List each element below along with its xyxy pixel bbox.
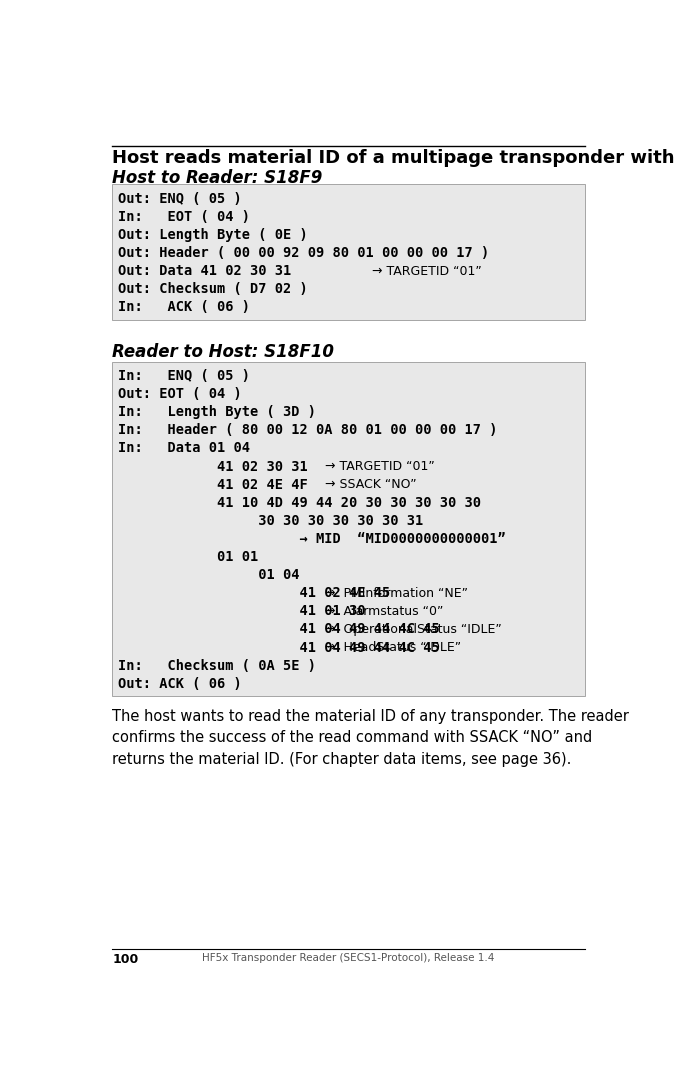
Text: In:   Header ( 80 00 12 0A 80 01 00 00 00 17 ): In: Header ( 80 00 12 0A 80 01 00 00 00 … xyxy=(118,423,498,437)
Text: Out: Length Byte ( 0E ): Out: Length Byte ( 0E ) xyxy=(118,228,308,242)
Text: → MID  “MID0000000000001”: → MID “MID0000000000001” xyxy=(118,532,506,546)
Text: 41 02 30 31: 41 02 30 31 xyxy=(118,459,308,473)
Text: → TARGETID “01”: → TARGETID “01” xyxy=(372,264,481,277)
Text: The host wants to read the material ID of any transponder. The reader
confirms t: The host wants to read the material ID o… xyxy=(112,709,629,767)
Text: 41 02 4E 45: 41 02 4E 45 xyxy=(118,586,390,600)
FancyBboxPatch shape xyxy=(112,361,585,696)
Text: In:   EOT ( 04 ): In: EOT ( 04 ) xyxy=(118,209,250,224)
Text: In:   ACK ( 06 ): In: ACK ( 06 ) xyxy=(118,300,250,314)
Text: 41 01 30: 41 01 30 xyxy=(118,604,366,619)
FancyBboxPatch shape xyxy=(112,184,585,320)
Text: 01 04: 01 04 xyxy=(118,568,300,583)
Text: 41 04 49 44 4C 45: 41 04 49 44 4C 45 xyxy=(118,640,440,655)
Text: In:   Length Byte ( 3D ): In: Length Byte ( 3D ) xyxy=(118,405,316,419)
Text: In:   Data 01 04: In: Data 01 04 xyxy=(118,442,250,455)
Text: 01 01: 01 01 xyxy=(118,550,258,564)
Text: → SSACK “NO”: → SSACK “NO” xyxy=(325,478,417,491)
Text: 41 04 49 44 4C 45: 41 04 49 44 4C 45 xyxy=(118,623,440,636)
Text: →  PMInformation “NE”: → PMInformation “NE” xyxy=(325,587,469,600)
Text: →  OperationalStatus “IDLE”: → OperationalStatus “IDLE” xyxy=(325,623,502,636)
Text: 30 30 30 30 30 30 31: 30 30 30 30 30 30 31 xyxy=(118,514,424,528)
Text: HF5x Transponder Reader (SECS1-Protocol), Release 1.4: HF5x Transponder Reader (SECS1-Protocol)… xyxy=(203,952,494,962)
Text: Out: ACK ( 06 ): Out: ACK ( 06 ) xyxy=(118,676,242,691)
Text: In:   Checksum ( 0A 5E ): In: Checksum ( 0A 5E ) xyxy=(118,659,316,673)
Text: Out: ENQ ( 05 ): Out: ENQ ( 05 ) xyxy=(118,192,242,205)
Text: Out: Data 41 02 30 31: Out: Data 41 02 30 31 xyxy=(118,264,292,278)
Text: Out: Checksum ( D7 02 ): Out: Checksum ( D7 02 ) xyxy=(118,283,308,296)
Text: 41 02 4E 4F: 41 02 4E 4F xyxy=(118,478,308,492)
Text: →  Alarmstatus “0”: → Alarmstatus “0” xyxy=(325,604,443,618)
Text: Host reads material ID of a multipage transponder with S18F9: Host reads material ID of a multipage tr… xyxy=(112,148,680,167)
Text: In:   ENQ ( 05 ): In: ENQ ( 05 ) xyxy=(118,369,250,383)
Text: 100: 100 xyxy=(112,952,138,966)
Text: → TARGETID “01”: → TARGETID “01” xyxy=(325,460,435,473)
Text: Out: EOT ( 04 ): Out: EOT ( 04 ) xyxy=(118,387,242,401)
Text: 41 10 4D 49 44 20 30 30 30 30 30: 41 10 4D 49 44 20 30 30 30 30 30 xyxy=(118,495,481,509)
Text: Out: Header ( 00 00 92 09 80 01 00 00 00 17 ): Out: Header ( 00 00 92 09 80 01 00 00 00… xyxy=(118,245,490,260)
Text: Reader to Host: S18F10: Reader to Host: S18F10 xyxy=(112,343,334,361)
Text: →  HeadStatus “IDLE”: → HeadStatus “IDLE” xyxy=(325,642,461,654)
Text: Host to Reader: S18F9: Host to Reader: S18F9 xyxy=(112,169,322,187)
